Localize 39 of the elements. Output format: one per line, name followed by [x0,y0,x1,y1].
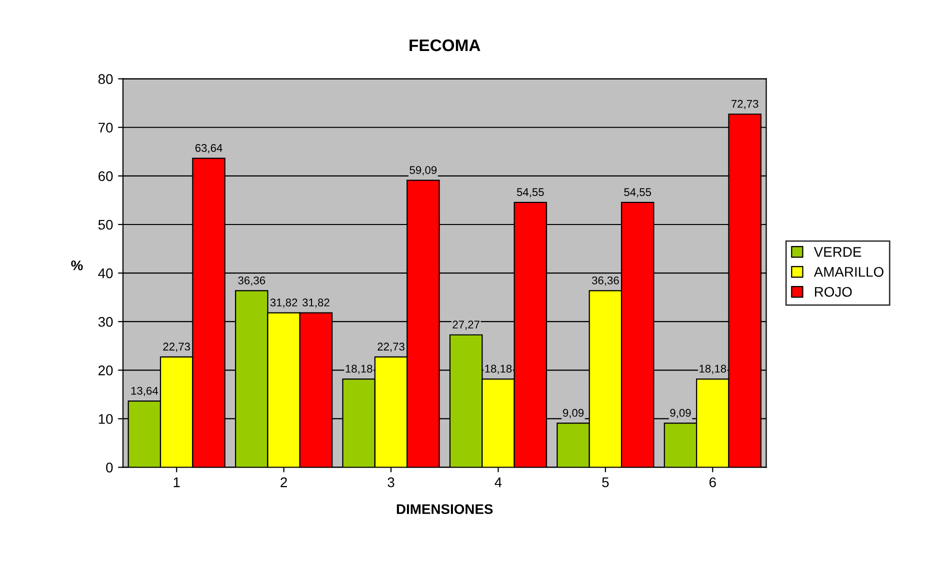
chart-title: FECOMA [410,39,480,52]
data-label: 18,18 [700,364,726,374]
x-tick-label: 4 [494,478,502,488]
data-label: 31,82 [302,298,330,308]
x-tick-label: 3 [388,477,394,488]
y-tick-label: 70 [98,122,113,133]
data-label: 22,73 [163,342,190,352]
y-tick-label: 20 [98,366,113,376]
data-label: 59,09 [410,166,437,176]
data-label: 36,36 [238,276,266,286]
x-axis-title: DIMENSIONES [396,504,493,514]
data-label: 9,09 [670,408,691,418]
y-axis-title: % [71,260,83,270]
data-label: 31,82 [270,298,298,308]
y-tick-label: 30 [98,316,113,327]
x-tick-label: 5 [602,478,609,488]
data-label: 54,55 [516,188,544,198]
data-label: 72,73 [731,100,758,110]
x-tick-label: 6 [709,477,716,488]
legend-label: ROJO [814,286,852,297]
x-tick-label: 1 [174,478,180,488]
data-label: 18,18 [485,364,512,374]
y-tick-label: 80 [98,74,113,84]
data-label: 27,27 [452,320,480,330]
y-tick-label: 10 [98,414,113,424]
legend-label: AMARILLO [814,266,884,277]
data-label: 54,55 [624,188,652,198]
legend-label: VERDE [814,247,862,257]
y-tick-label: 50 [98,220,113,230]
data-label: 9,09 [562,408,584,418]
x-tick-label: 2 [280,477,287,488]
y-tick-label: 60 [98,171,113,182]
data-label: 22,73 [378,342,404,352]
y-tick-label: 40 [98,268,113,278]
data-label: 36,36 [592,276,619,286]
y-tick-label: 0 [106,462,113,472]
data-label: 13,64 [131,386,158,396]
data-label: 18,18 [346,364,372,374]
data-label: 63,64 [195,144,222,154]
